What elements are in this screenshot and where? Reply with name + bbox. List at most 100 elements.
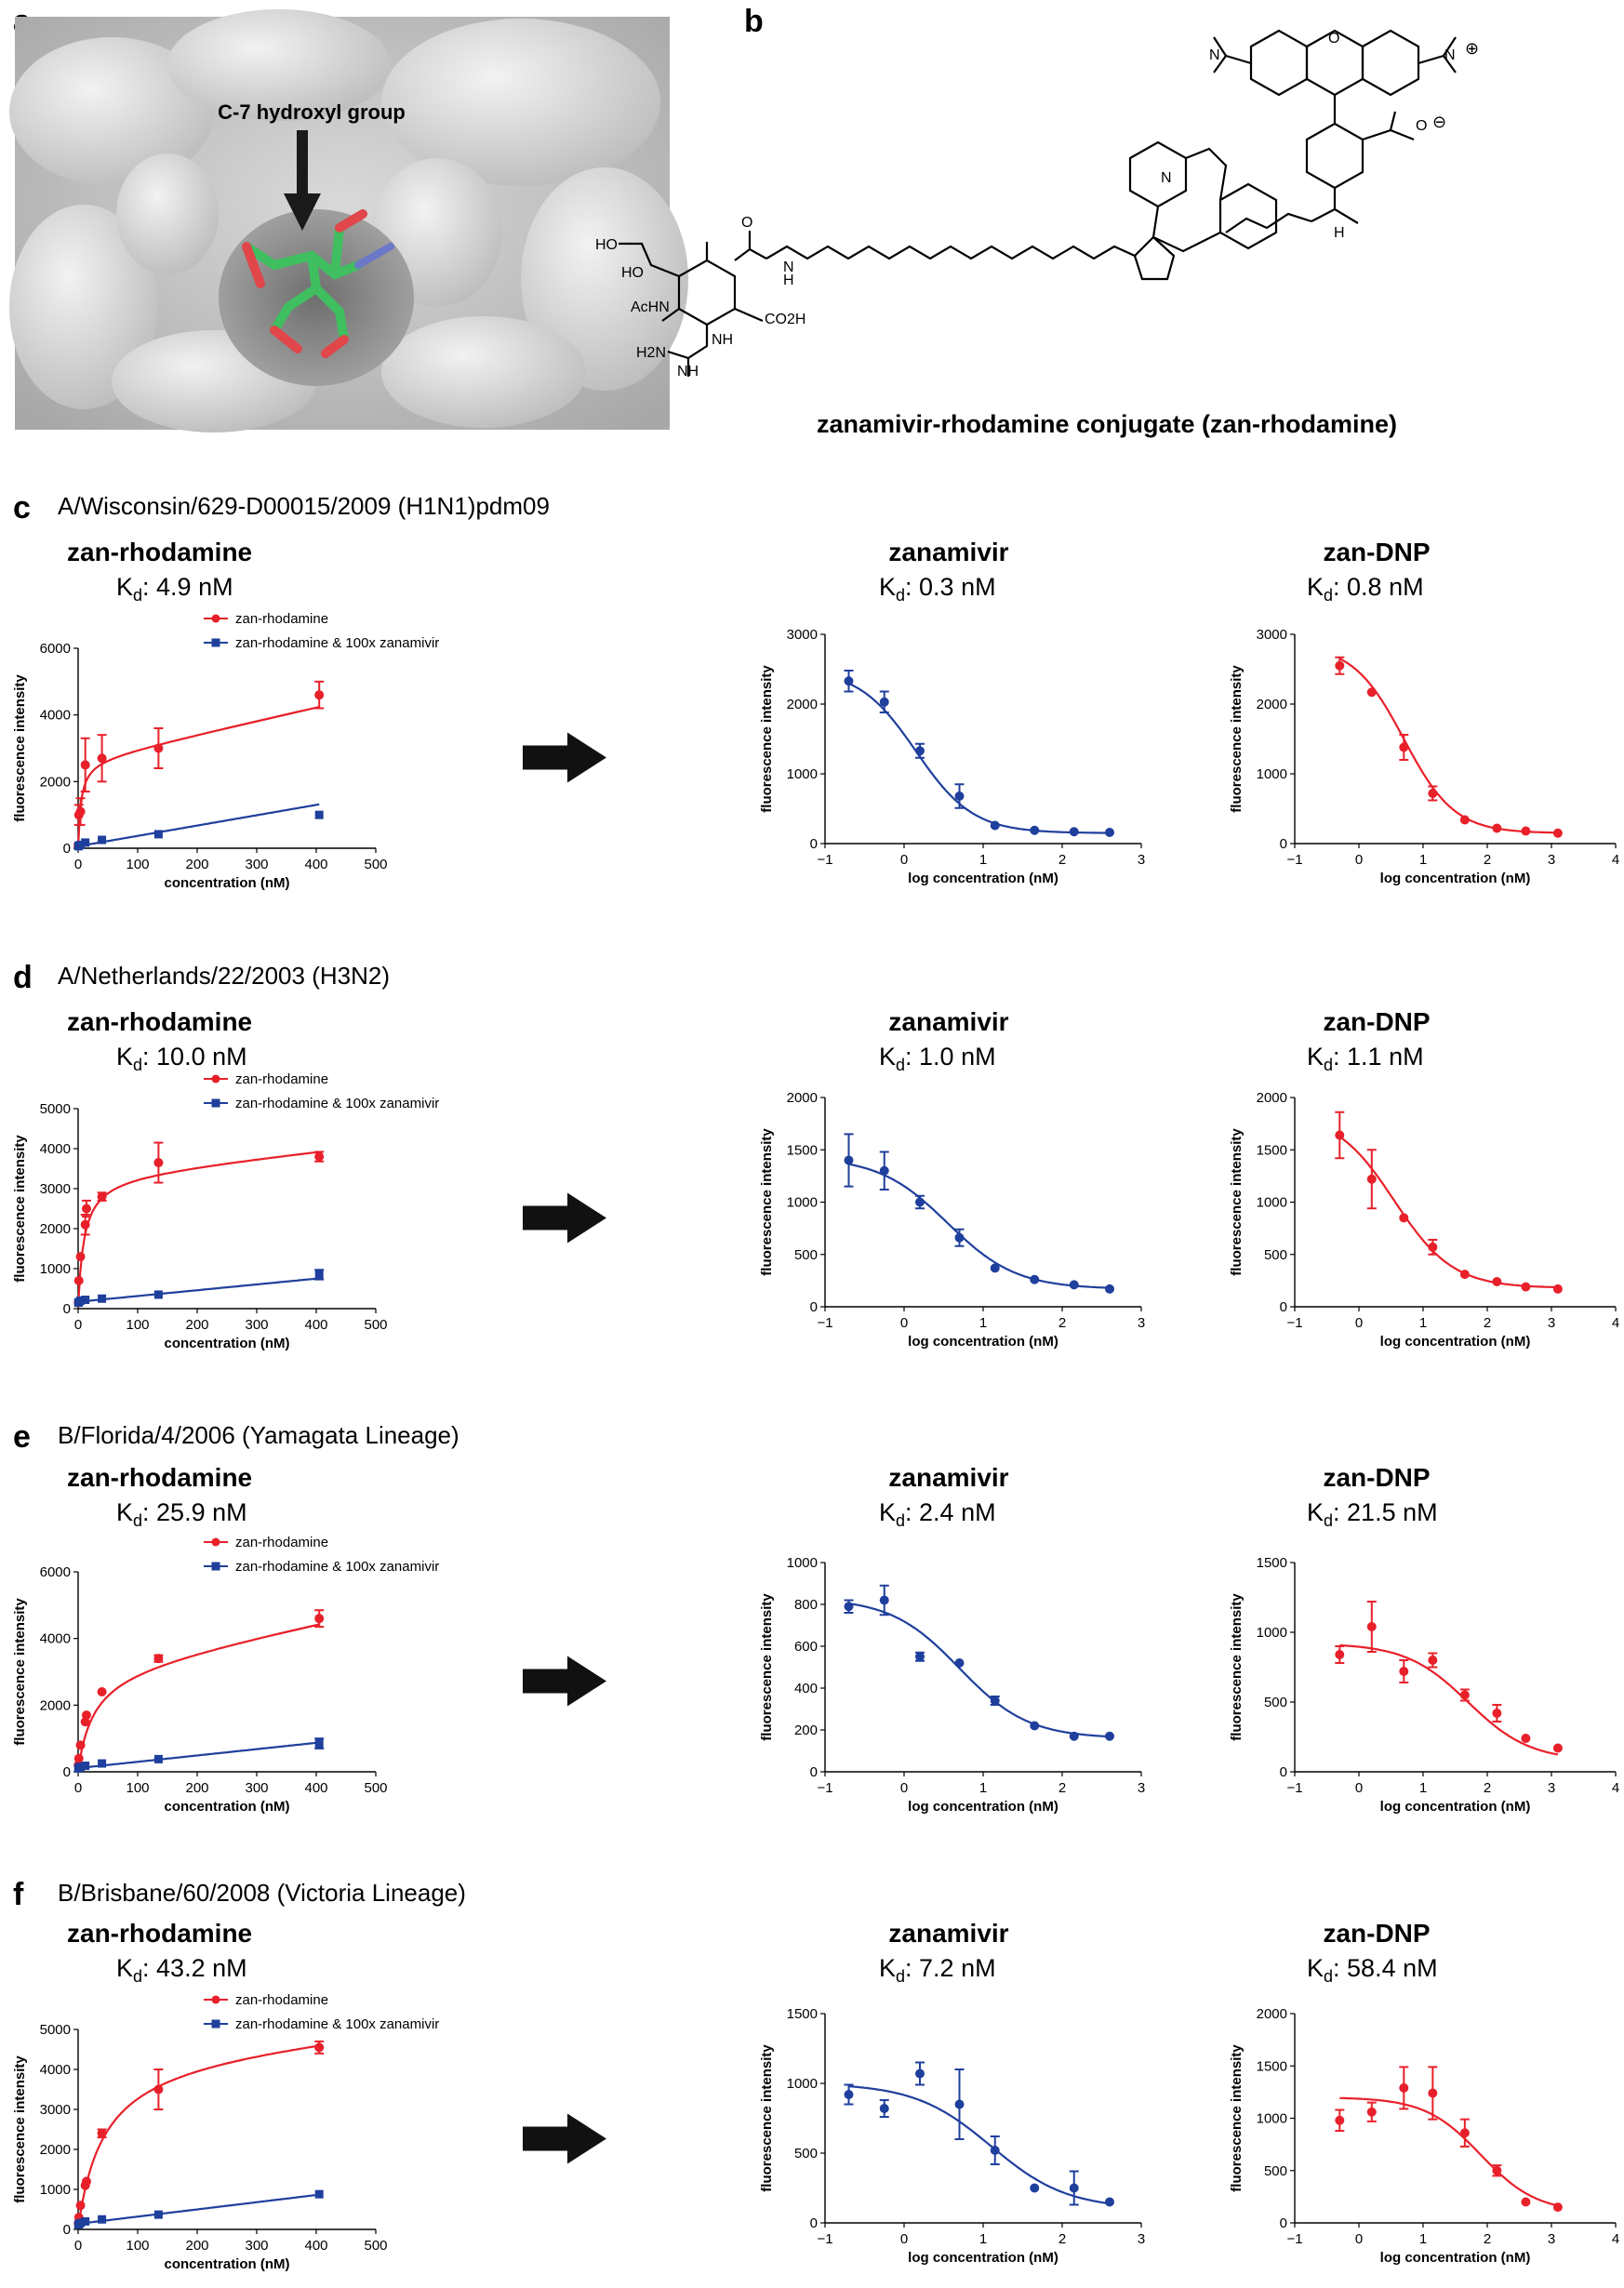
x-tick-label: 4 <box>1612 852 1619 868</box>
chemical-structure <box>619 29 1457 377</box>
x-tick-label: 500 <box>364 1780 387 1796</box>
fit-curve <box>848 1602 1111 1738</box>
x-tick-label: 500 <box>364 857 387 872</box>
legend-marker <box>211 2019 220 2029</box>
x-tick-label: 300 <box>245 1780 268 1796</box>
data-point <box>97 753 107 764</box>
data-point <box>81 1762 90 1771</box>
data-point <box>80 1219 90 1230</box>
chart-title: zanamivir <box>888 538 1008 566</box>
atom-ho-1: HO <box>595 237 618 253</box>
x-axis-label: log concentration (nM) <box>908 2250 1058 2266</box>
atom-o-carboxylate: O <box>1416 118 1427 134</box>
data-point <box>915 2069 925 2079</box>
fit-curve <box>77 803 320 847</box>
chart-title: zanamivir <box>888 1007 1008 1036</box>
legend: zan-rhodamine zan-rhodamine & 100x zanami… <box>204 1992 439 2032</box>
data-point <box>1399 1667 1409 1676</box>
chart-title: zanamivir <box>888 1919 1008 1948</box>
data-point <box>1069 1731 1079 1741</box>
chart-title: zan-DNP <box>1323 1007 1430 1036</box>
data-point <box>1335 1130 1345 1140</box>
data-point <box>1399 1213 1409 1223</box>
x-axis-label: log concentration (nM) <box>1380 871 1531 886</box>
kd-subscript: d <box>133 586 142 605</box>
data-point <box>915 1197 925 1207</box>
kd-symbol: K <box>879 573 896 601</box>
x-tick-label: 500 <box>364 1317 387 1333</box>
data-point <box>990 820 1000 831</box>
legend-entry: zan-rhodamine <box>235 1535 328 1550</box>
chart-title: zan-DNP <box>1323 1463 1430 1492</box>
data-point <box>314 1614 325 1624</box>
kd-label: Kd: 1.1 nM <box>1307 1043 1424 1074</box>
kd-value: : 58.4 nM <box>1333 1954 1438 1982</box>
y-tick-label: 500 <box>794 2146 818 2162</box>
chart-title: zan-rhodamine <box>67 1919 252 1948</box>
fit-curve <box>76 1623 320 1771</box>
kd-value: : 4.9 nM <box>142 573 233 601</box>
y-tick-label: 0 <box>1280 1299 1287 1315</box>
structure-atom-labels: N N O ⊕ O ⊖ N H O N H HO HO AcHN CO2H NH… <box>595 31 1479 379</box>
atom-co2h: CO2H <box>765 312 805 327</box>
flow-arrow <box>523 732 606 783</box>
legend-entry: zan-rhodamine & 100x zanamivir <box>235 1559 439 1575</box>
kd-subscript: d <box>133 1511 142 1530</box>
x-tick-label: 0 <box>900 852 908 868</box>
panel-a: a <box>9 4 688 432</box>
legend: zan-rhodamine zan-rhodamine & 100x zanami… <box>204 611 439 651</box>
chart-title: zan-rhodamine <box>67 538 252 566</box>
series-0 <box>844 1584 1114 1741</box>
data-point <box>1428 1242 1438 1252</box>
series-1 <box>73 1737 325 1773</box>
data-point <box>1069 827 1079 837</box>
c7-hydroxyl-annotation: C-7 hydroxyl group <box>218 100 406 124</box>
x-tick-label: 3 <box>1138 1780 1145 1796</box>
data-point <box>879 697 889 707</box>
y-tick-label: 0 <box>810 1299 818 1315</box>
chart-title: zan-rhodamine <box>67 1463 252 1492</box>
y-tick-label: 2000 <box>40 2142 71 2158</box>
y-tick-label: 2000 <box>40 774 71 790</box>
kd-value: : 21.5 nM <box>1333 1498 1438 1526</box>
chart-title: zanamivir <box>888 1463 1008 1492</box>
flow-arrow <box>523 2113 606 2164</box>
data-point <box>1459 815 1470 825</box>
kd-symbol: K <box>1307 573 1324 601</box>
row-title-d: A/Netherlands/22/2003 (H3N2) <box>58 962 390 990</box>
data-point <box>153 2084 164 2095</box>
legend-marker <box>211 1074 220 1084</box>
y-tick-label: 3000 <box>40 2102 71 2118</box>
x-tick-label: 100 <box>126 2238 149 2254</box>
series-0 <box>1335 2066 1563 2213</box>
data-point <box>1030 1274 1040 1284</box>
data-point <box>314 1739 324 1749</box>
atom-h2n: H2N <box>636 345 666 361</box>
x-tick-label: 300 <box>245 2238 268 2254</box>
y-tick-label: 0 <box>810 1764 818 1780</box>
legend-marker <box>211 1995 220 2004</box>
kd-subscript: d <box>133 1056 142 1074</box>
x-tick-label: 2 <box>1484 852 1491 868</box>
y-tick-label: 6000 <box>40 641 71 657</box>
atom-nh-terminal: NH <box>677 364 699 379</box>
fit-curve <box>77 1277 320 1303</box>
y-tick-label: 4000 <box>40 1631 71 1647</box>
data-point <box>879 1165 889 1176</box>
data-point <box>76 2218 86 2228</box>
series-0 <box>1335 656 1563 838</box>
x-axis-label: log concentration (nM) <box>1380 1799 1531 1815</box>
y-tick-label: 200 <box>794 1723 818 1738</box>
data-point <box>1552 1284 1563 1294</box>
atom-n-left: N <box>1209 47 1220 63</box>
x-tick-label: 100 <box>126 857 149 872</box>
fit-curve <box>77 1741 320 1770</box>
x-tick-label: −1 <box>817 1780 832 1796</box>
data-point <box>1030 1721 1040 1731</box>
chart-title: zan-DNP <box>1323 538 1430 566</box>
kd-symbol: K <box>879 1954 896 1982</box>
x-tick-label: −1 <box>1286 2231 1302 2247</box>
